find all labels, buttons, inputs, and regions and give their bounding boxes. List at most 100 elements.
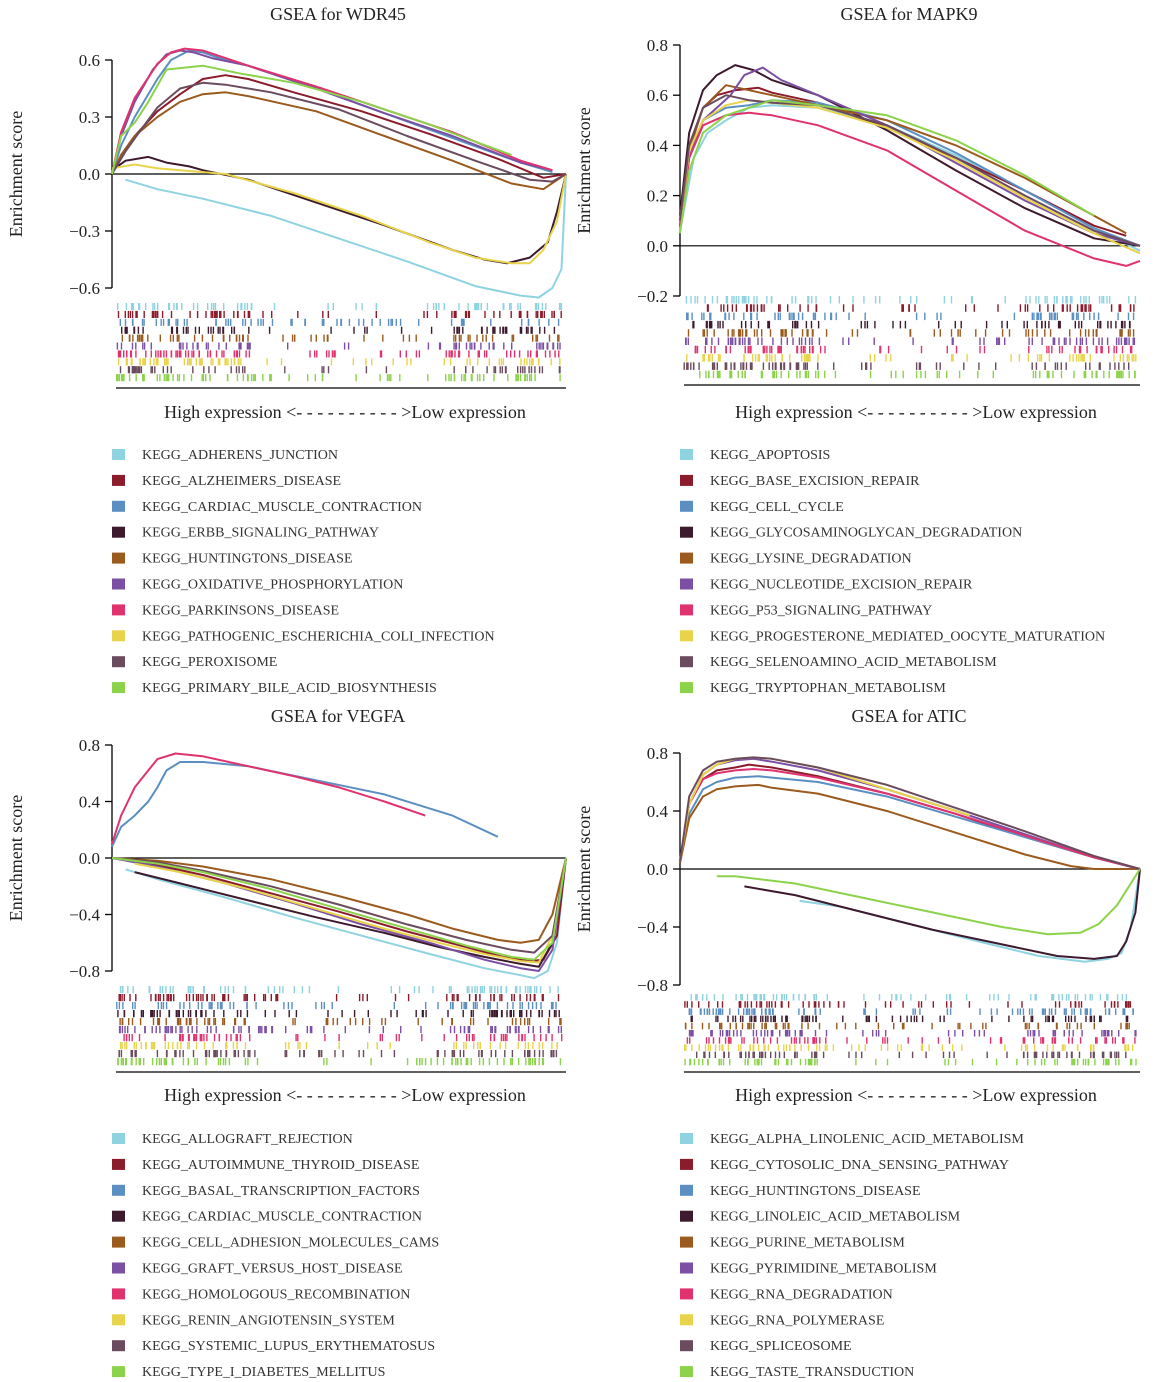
legend-label: KEGG_ADHERENS_JUNCTION bbox=[142, 448, 338, 463]
legend-swatch bbox=[112, 656, 125, 668]
series-line bbox=[799, 868, 1141, 963]
legend-swatch bbox=[680, 1314, 693, 1326]
legend-swatch bbox=[112, 449, 125, 460]
legend-swatch bbox=[112, 1133, 125, 1144]
legend-label: KEGG_CARDIAC_MUSCLE_CONTRACTION bbox=[142, 1210, 422, 1225]
series-line bbox=[111, 857, 567, 944]
x-axis-label: High expression <- - - - - - - - - - >Lo… bbox=[164, 402, 526, 422]
legend-swatch bbox=[112, 1340, 125, 1352]
legend-swatch bbox=[112, 1236, 125, 1248]
series-line bbox=[679, 768, 1141, 870]
legend-label: KEGG_TYPE_I_DIABETES_MELLITUS bbox=[142, 1365, 385, 1380]
series-line bbox=[679, 763, 1141, 870]
series-line bbox=[679, 756, 1141, 870]
legend: KEGG_ADHERENS_JUNCTION KEGG_ALZHEIMERS_DI… bbox=[112, 448, 495, 696]
y-tick-label: 0.4 bbox=[647, 802, 669, 821]
legend-swatch bbox=[112, 526, 125, 538]
legend-label: KEGG_TRYPTOPHAN_METABOLISM bbox=[710, 681, 946, 696]
legend-label: KEGG_OXIDATIVE_PHOSPHORYLATION bbox=[142, 578, 403, 593]
series-line bbox=[111, 49, 553, 175]
legend: KEGG_ALLOGRAFT_REJECTION KEGG_AUTOIMMUNE_… bbox=[112, 1132, 439, 1380]
y-tick-label: −0.8 bbox=[69, 962, 100, 981]
legend-swatch bbox=[680, 682, 693, 694]
hit-rug-strip bbox=[115, 303, 563, 382]
series-line bbox=[679, 99, 1141, 247]
legend-label: KEGG_PURINE_METABOLISM bbox=[710, 1236, 905, 1251]
x-axis-label: High expression <- - - - - - - - - - >Lo… bbox=[735, 402, 1097, 422]
y-tick-label: −0.4 bbox=[69, 906, 100, 925]
legend-swatch bbox=[112, 1366, 125, 1378]
legend-swatch bbox=[680, 500, 693, 512]
legend-label: KEGG_TASTE_TRANSDUCTION bbox=[710, 1365, 914, 1380]
y-tick-label: 0.0 bbox=[647, 237, 668, 256]
series-line bbox=[679, 99, 1141, 255]
legend-label: KEGG_NUCLEOTIDE_EXCISION_REPAIR bbox=[710, 578, 973, 593]
legend-swatch bbox=[112, 682, 125, 694]
legend-label: KEGG_HUNTINGTONS_DISEASE bbox=[710, 1184, 921, 1199]
legend-label: KEGG_P53_SIGNALING_PATHWAY bbox=[710, 603, 932, 618]
legend: KEGG_ALPHA_LINOLENIC_ACID_METABOLISM KEGG… bbox=[680, 1132, 1024, 1380]
legend-swatch bbox=[680, 526, 693, 538]
legend-swatch bbox=[112, 474, 125, 486]
chart-title: GSEA for WDR45 bbox=[270, 4, 406, 24]
legend-swatch bbox=[680, 1210, 693, 1222]
series-line bbox=[111, 49, 553, 175]
legend-swatch bbox=[112, 630, 125, 642]
legend-label: KEGG_HUNTINGTONS_DISEASE bbox=[142, 552, 353, 567]
series-line bbox=[679, 64, 1141, 247]
x-axis-label: High expression <- - - - - - - - - - >Lo… bbox=[735, 1085, 1097, 1105]
chart-title: GSEA for VEGFA bbox=[271, 706, 405, 726]
legend-swatch bbox=[112, 578, 125, 590]
legend-swatch bbox=[680, 1133, 693, 1144]
y-axis-label: Enrichment score bbox=[6, 111, 26, 237]
legend-label: KEGG_GLYCOSAMINOGLYCAN_DEGRADATION bbox=[710, 526, 1022, 541]
y-tick-label: 0.3 bbox=[79, 108, 100, 127]
chart-title: GSEA for ATIC bbox=[851, 706, 966, 726]
series-line bbox=[111, 163, 567, 265]
y-tick-label: −0.8 bbox=[637, 976, 668, 995]
series-line bbox=[716, 868, 1141, 936]
y-tick-label: 0.6 bbox=[647, 86, 668, 105]
y-tick-label: 0.0 bbox=[79, 165, 100, 184]
legend: KEGG_APOPTOSIS KEGG_BASE_EXCISION_REPAIR K… bbox=[680, 448, 1105, 696]
legend-label: KEGG_APOPTOSIS bbox=[710, 448, 830, 463]
legend-swatch bbox=[112, 1184, 125, 1196]
legend-label: KEGG_BASAL_TRANSCRIPTION_FACTORS bbox=[142, 1184, 420, 1199]
legend-label: KEGG_CELL_CYCLE bbox=[710, 500, 844, 515]
legend-label: KEGG_LINOLEIC_ACID_METABOLISM bbox=[710, 1210, 961, 1225]
series-line bbox=[679, 111, 1141, 267]
y-tick-label: −0.3 bbox=[69, 222, 100, 241]
legend-swatch bbox=[680, 1366, 693, 1378]
series-line bbox=[134, 857, 567, 968]
legend-label: KEGG_PYRIMIDINE_METABOLISM bbox=[710, 1262, 937, 1277]
series-line bbox=[111, 752, 426, 845]
legend-label: KEGG_GRAFT_VERSUS_HOST_DISEASE bbox=[142, 1262, 403, 1277]
x-axis-label: High expression <- - - - - - - - - - >Lo… bbox=[164, 1085, 526, 1105]
hit-rug-strip bbox=[684, 994, 1137, 1066]
legend-label: KEGG_PRIMARY_BILE_ACID_BIOSYNTHESIS bbox=[142, 681, 437, 696]
series-line bbox=[679, 94, 1141, 247]
y-axis-label: Enrichment score bbox=[6, 795, 26, 921]
y-tick-label: 0.4 bbox=[647, 136, 669, 155]
legend-swatch bbox=[680, 578, 693, 590]
legend-swatch bbox=[680, 474, 693, 486]
y-tick-label: 0.2 bbox=[647, 187, 668, 206]
series-line bbox=[679, 757, 1141, 870]
series-line bbox=[111, 857, 567, 961]
series-line bbox=[111, 91, 567, 191]
legend-label: KEGG_SYSTEMIC_LUPUS_ERYTHEMATOSUS bbox=[142, 1339, 435, 1354]
legend-swatch bbox=[680, 604, 693, 616]
panel-1: GSEA for MAPK9 Enrichment score 0.8 0.6 0.4 0… bbox=[574, 4, 1141, 696]
legend-label: KEGG_SELENOAMINO_ACID_METABOLISM bbox=[710, 655, 997, 670]
legend-swatch bbox=[112, 500, 125, 512]
legend-label: KEGG_PEROXISOME bbox=[142, 655, 277, 670]
y-tick-label: 0.6 bbox=[79, 51, 100, 70]
legend-label: KEGG_PARKINSONS_DISEASE bbox=[142, 603, 339, 618]
legend-label: KEGG_ERBB_SIGNALING_PATHWAY bbox=[142, 526, 379, 541]
legend-label: KEGG_PROGESTERONE_MEDIATED_OOCYTE_MATURA… bbox=[710, 629, 1105, 644]
legend-swatch bbox=[112, 604, 125, 616]
series-line bbox=[134, 857, 567, 964]
legend-label: KEGG_CYTOSOLIC_DNA_SENSING_PATHWAY bbox=[710, 1158, 1009, 1173]
legend-label: KEGG_RNA_DEGRADATION bbox=[710, 1287, 893, 1302]
